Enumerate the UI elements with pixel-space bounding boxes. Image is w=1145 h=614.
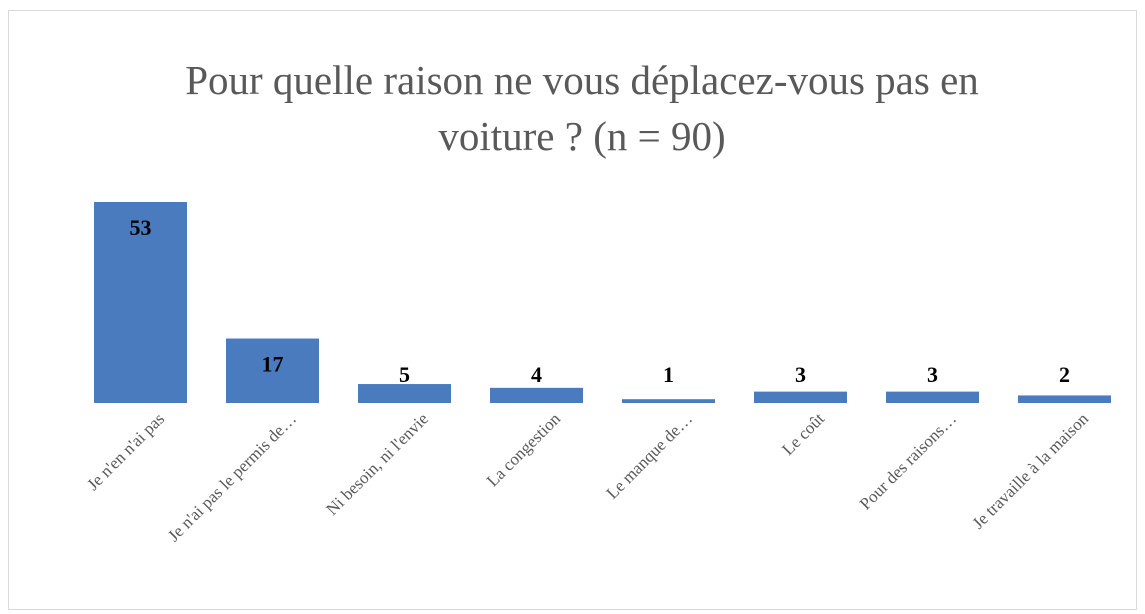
bar [886,391,979,403]
x-tick-label: Je n'ai pas le permis de… [164,409,300,545]
bar [226,338,319,403]
chart-title: Pour quelle raison ne vous déplacez-vous… [185,57,979,159]
chart-frame [8,10,1137,610]
x-tick-label: Pour des raisons… [856,409,960,513]
data-label: 17 [262,352,284,377]
bar [358,384,451,403]
data-label: 53 [130,215,152,240]
x-tick-label: Je travaille à la maison [969,409,1093,533]
bar [622,399,715,403]
data-label: 4 [531,362,542,387]
data-label: 3 [795,362,806,387]
x-tick-label: Le coût [778,409,828,459]
x-tick-label: La congestion [483,409,565,491]
bar [94,202,187,403]
bar [754,391,847,403]
x-tick-label: Ni besoin, ni l'envie [322,409,432,519]
x-tick-label: Je n'en n'ai pas [83,409,168,494]
bar [1018,395,1111,403]
data-label: 3 [927,362,938,387]
data-label: 2 [1059,362,1070,387]
data-label: 5 [399,362,410,387]
data-label: 1 [663,362,674,387]
x-tick-label: Le manque de… [603,409,697,503]
bar [490,387,583,403]
